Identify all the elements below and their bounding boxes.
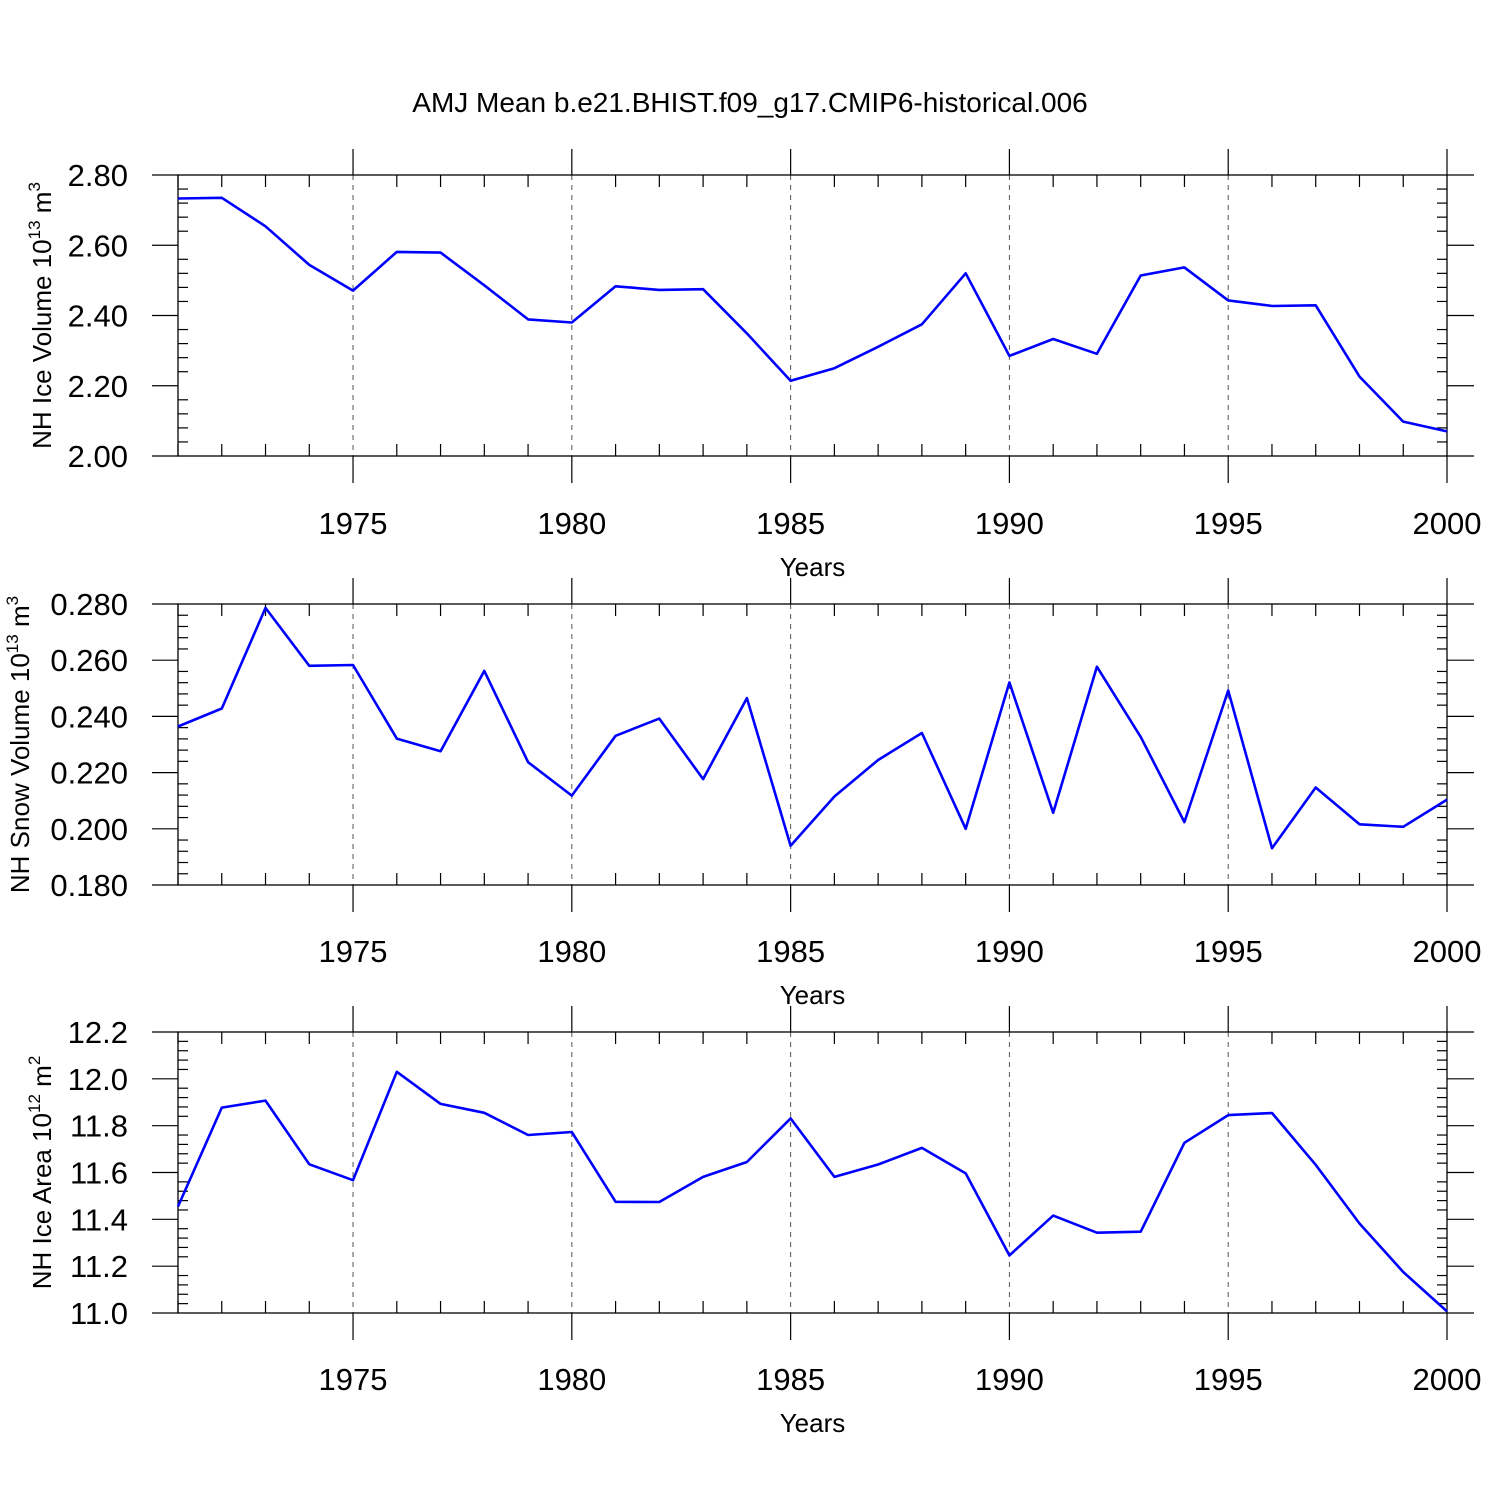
y-tick-label: 2.20 <box>68 369 128 404</box>
y-axis-title-unit-exponent: 2 <box>25 1056 44 1065</box>
y-tick-label: 0.260 <box>50 643 128 678</box>
y-axis-title-exponent: 13 <box>25 220 44 239</box>
panel-1: 2.00 2.20 2.40 2.60 2.80 1975 1980 1985 1990 1995… <box>25 149 1481 582</box>
y-axis-title: NH Ice Volume 1013 m3 <box>25 182 57 449</box>
y-axis-title: NH Ice Area 1012 m2 <box>25 1056 57 1290</box>
x-tick-label: 2000 <box>1413 1362 1482 1397</box>
y-tick-label: 11.2 <box>70 1249 128 1284</box>
y-tick-label: 0.200 <box>50 812 128 847</box>
x-tick-label: 1990 <box>975 1362 1044 1397</box>
x-tick-label: 1995 <box>1194 1362 1263 1397</box>
x-tick-label: 1975 <box>319 934 388 969</box>
y-tick-label: 11.4 <box>70 1202 128 1237</box>
x-axis-title: Years <box>780 1408 846 1438</box>
y-axis-title-unit-exponent: 3 <box>25 182 44 191</box>
y-tick-label: 2.80 <box>68 158 128 193</box>
panel-2: 0.180 0.200 0.220 0.240 0.260 0.280 1975 1980 19… <box>3 578 1481 1010</box>
y-axis-title-unit: m <box>27 1065 57 1094</box>
series-line <box>177 196 1448 433</box>
x-tick-label: 1990 <box>975 506 1044 541</box>
x-tick-label: 1980 <box>537 934 606 969</box>
y-tick-label: 12.2 <box>68 1015 128 1050</box>
x-axis-title: Years <box>780 552 846 582</box>
chart-panels: 2.00 2.20 2.40 2.60 2.80 1975 1980 1985 1990 1995… <box>3 149 1481 1438</box>
x-tick-label: 1980 <box>537 506 606 541</box>
y-axis-title-main: NH Ice Volume 10 <box>27 239 57 449</box>
series-line <box>177 606 1448 850</box>
y-tick-label: 0.280 <box>50 587 128 622</box>
x-tick-label: 1975 <box>319 506 388 541</box>
x-tick-label: 1985 <box>756 506 825 541</box>
x-tick-label: 2000 <box>1413 934 1482 969</box>
figure-title: AMJ Mean b.e21.BHIST.f09_g17.CMIP6-histo… <box>412 87 1087 118</box>
y-tick-label: 0.240 <box>50 699 128 734</box>
series-line <box>176 1070 1448 1313</box>
y-tick-label: 12.0 <box>68 1062 128 1097</box>
x-tick-label: 1995 <box>1194 934 1263 969</box>
x-tick-label: 1995 <box>1194 506 1263 541</box>
plot-frame <box>177 174 1448 457</box>
y-tick-label: 11.8 <box>70 1109 128 1144</box>
x-tick-label: 1990 <box>975 934 1044 969</box>
y-axis-title-main: NH Ice Area 10 <box>27 1113 57 1289</box>
x-tick-label: 2000 <box>1413 506 1482 541</box>
y-axis-title-unit: m <box>5 605 35 634</box>
y-tick-label: 0.220 <box>50 756 128 791</box>
y-axis-title-exponent: 12 <box>25 1094 44 1113</box>
y-tick-label: 11.0 <box>70 1296 128 1331</box>
y-axis-title-main: NH Snow Volume 10 <box>5 653 35 893</box>
y-tick-label: 2.40 <box>68 299 128 334</box>
x-tick-label: 1985 <box>756 934 825 969</box>
plot-frame <box>177 1031 1448 1314</box>
y-axis-title-unit: m <box>27 192 57 221</box>
y-tick-label: 0.180 <box>50 868 128 903</box>
y-tick-label: 2.00 <box>68 439 128 474</box>
x-axis-title: Years <box>780 980 846 1010</box>
y-tick-label: 11.6 <box>70 1156 128 1191</box>
plot-frame <box>177 603 1448 886</box>
x-tick-label: 1980 <box>537 1362 606 1397</box>
y-axis-title: NH Snow Volume 1013 m3 <box>3 596 35 893</box>
y-tick-label: 2.60 <box>68 228 128 263</box>
x-tick-label: 1975 <box>319 1362 388 1397</box>
y-axis-title-unit-exponent: 3 <box>3 596 22 605</box>
x-tick-label: 1985 <box>756 1362 825 1397</box>
panel-3: 11.0 11.2 11.4 11.6 11.8 12.0 12.2 1975 1980 1985… <box>25 1006 1481 1438</box>
y-axis-title-exponent: 13 <box>3 634 22 653</box>
